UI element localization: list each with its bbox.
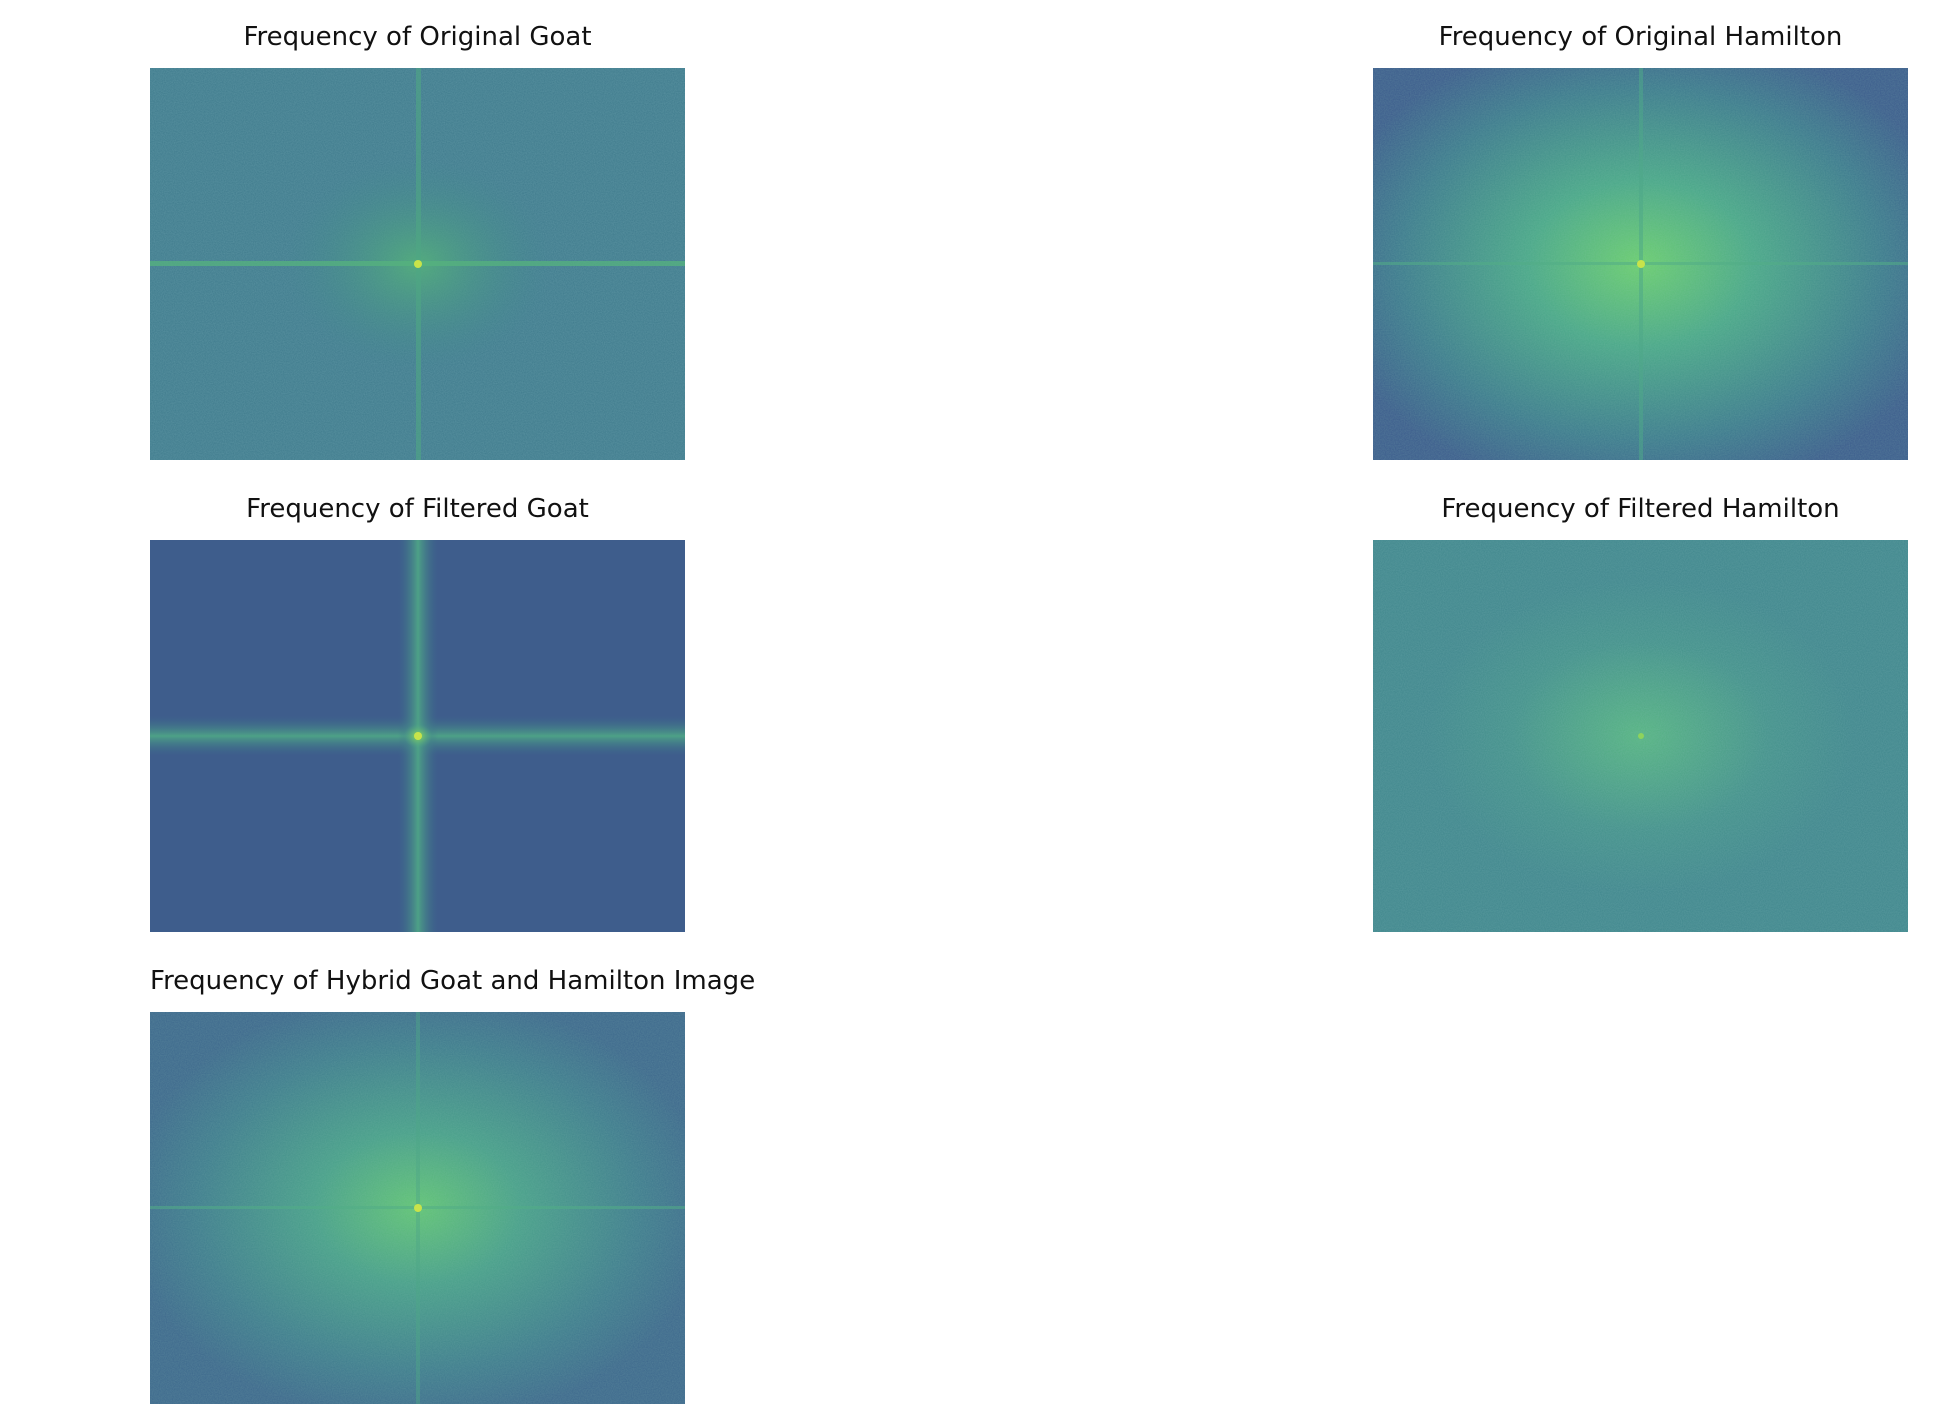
spectrum-hybrid — [150, 1012, 685, 1404]
panel-title: Frequency of Original Goat — [243, 22, 592, 52]
spectrum-original-hamilton — [1373, 68, 1908, 460]
panel-title: Frequency of Hybrid Goat and Hamilton Im… — [150, 966, 756, 996]
panel-original-hamilton: Frequency of Original Hamilton — [1373, 22, 1908, 460]
panel-hybrid: Frequency of Hybrid Goat and Hamilton Im… — [150, 966, 755, 1404]
spectrum-filtered-hamilton — [1373, 540, 1908, 932]
panel-title: Frequency of Filtered Hamilton — [1441, 494, 1840, 524]
panel-title: Frequency of Filtered Goat — [246, 494, 589, 524]
panel-filtered-hamilton: Frequency of Filtered Hamilton — [1373, 494, 1908, 932]
spectrum-original-goat — [150, 68, 685, 460]
panel-original-goat: Frequency of Original Goat — [150, 22, 685, 460]
panel-title: Frequency of Original Hamilton — [1438, 22, 1843, 52]
spectrum-filtered-goat — [150, 540, 685, 932]
panel-filtered-goat: Frequency of Filtered Goat — [150, 494, 685, 932]
